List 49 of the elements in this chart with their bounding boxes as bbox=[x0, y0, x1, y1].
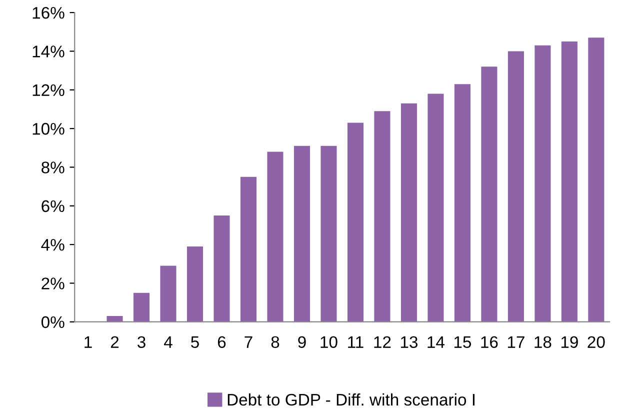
x-tick-label: 1 bbox=[84, 336, 92, 348]
bar bbox=[454, 84, 470, 322]
x-tick-label: 14 bbox=[428, 336, 444, 348]
x-tick-label: 9 bbox=[298, 336, 306, 348]
bar bbox=[561, 42, 578, 322]
bar bbox=[400, 103, 417, 322]
x-tick-label: 16 bbox=[481, 336, 498, 348]
y-tick-label: 10% bbox=[32, 122, 64, 135]
x-tick-label: 20 bbox=[588, 336, 605, 348]
bar bbox=[106, 316, 123, 322]
bar bbox=[347, 122, 364, 322]
x-tick-label: 6 bbox=[218, 336, 226, 348]
x-tick-label: 8 bbox=[271, 336, 280, 348]
x-tick-label: 17 bbox=[508, 336, 524, 348]
x-tick-label: 4 bbox=[164, 336, 172, 348]
x-tick-label: 15 bbox=[454, 336, 472, 348]
bar bbox=[428, 94, 444, 322]
x-tick-label: 11 bbox=[348, 336, 364, 348]
x-tick-label: 3 bbox=[138, 336, 146, 348]
bar bbox=[508, 51, 524, 322]
legend-label: Debt to GDP - Diff. with scenario I bbox=[228, 393, 474, 406]
x-tick-label: 10 bbox=[320, 336, 338, 348]
y-tick-label: 8% bbox=[42, 162, 64, 174]
bar bbox=[267, 152, 284, 322]
bar bbox=[320, 146, 337, 322]
x-tick-label: 19 bbox=[561, 336, 578, 348]
bar bbox=[186, 246, 204, 322]
bar bbox=[214, 216, 230, 322]
y-tick-label: 16% bbox=[32, 6, 64, 19]
x-tick-label: 5 bbox=[191, 336, 199, 348]
y-tick-label: 0% bbox=[41, 316, 64, 328]
x-tick-label: 13 bbox=[400, 336, 418, 348]
bar bbox=[374, 111, 390, 322]
bar bbox=[588, 38, 604, 322]
bar bbox=[481, 66, 498, 322]
bar bbox=[240, 176, 257, 322]
y-tick-label: 14% bbox=[32, 46, 64, 58]
bar bbox=[534, 45, 551, 322]
x-tick-label: 12 bbox=[374, 336, 391, 348]
y-tick-label: 6% bbox=[42, 200, 64, 212]
bar bbox=[133, 292, 150, 322]
y-tick-label: 4% bbox=[41, 239, 64, 251]
y-tick-label: 2% bbox=[42, 278, 64, 290]
x-tick-label: 18 bbox=[534, 336, 552, 348]
x-tick-label: 7 bbox=[244, 336, 252, 348]
x-tick-label: 2 bbox=[110, 336, 119, 348]
y-tick-label: 12% bbox=[32, 84, 64, 96]
bar bbox=[160, 266, 176, 322]
bar bbox=[294, 146, 310, 322]
